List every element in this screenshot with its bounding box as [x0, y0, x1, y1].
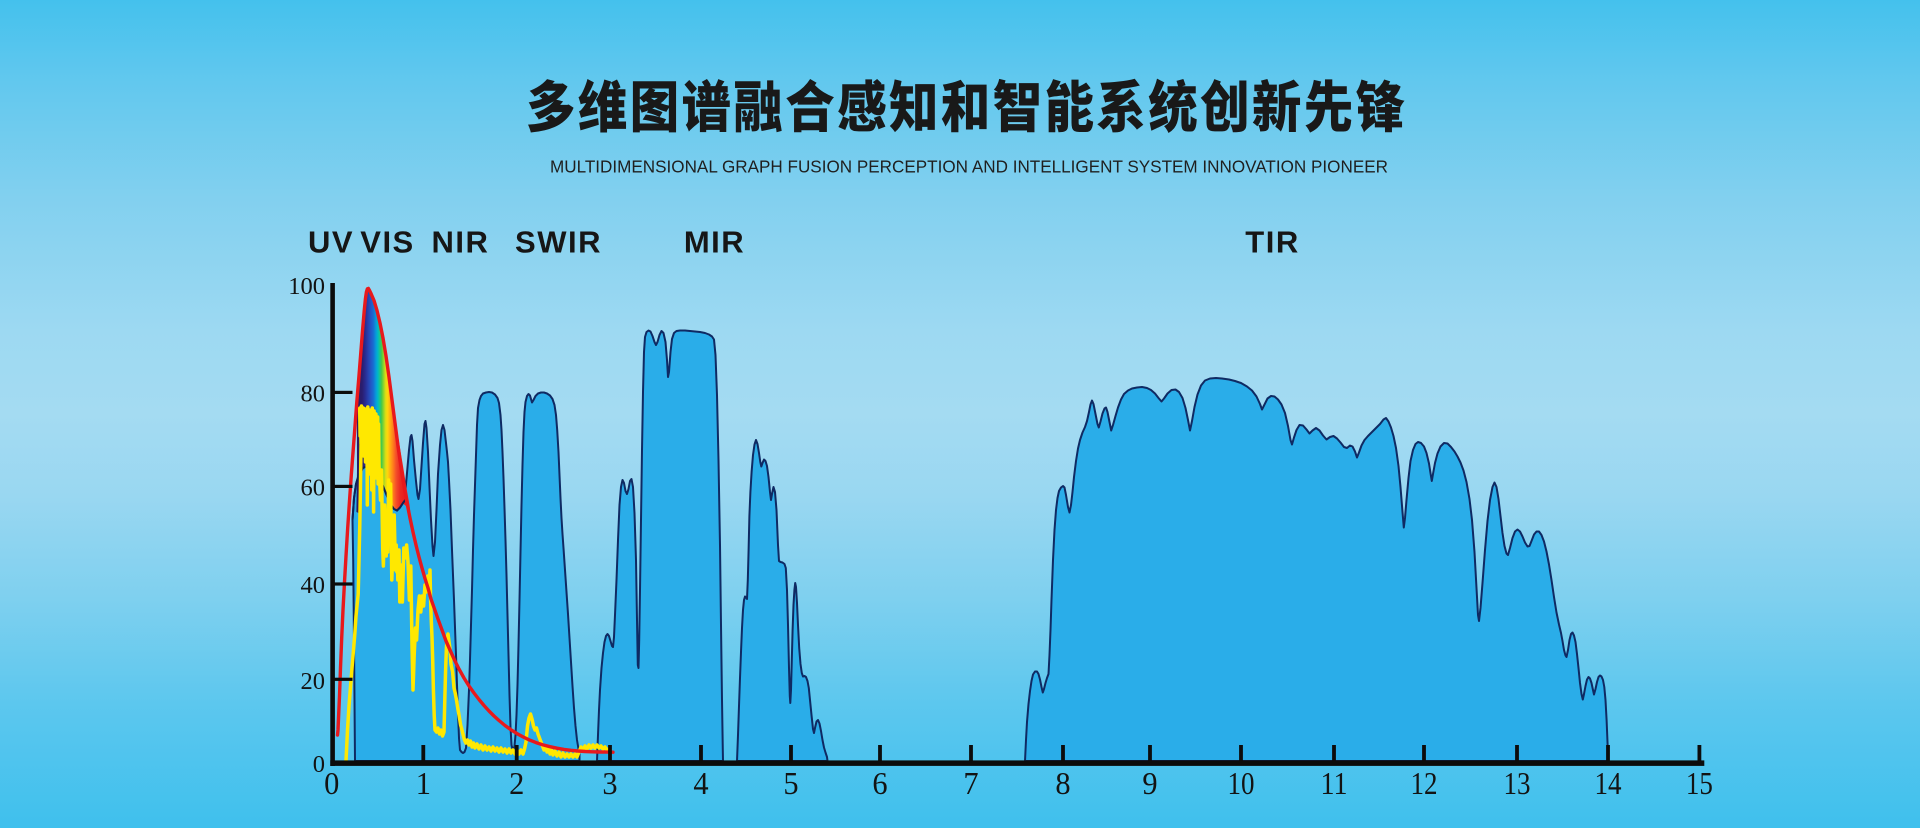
svg-text:4: 4 — [693, 765, 708, 801]
svg-text:20: 20 — [301, 668, 326, 695]
svg-text:0: 0 — [324, 765, 339, 801]
svg-text:5: 5 — [783, 765, 798, 801]
svg-text:11: 11 — [1321, 765, 1348, 801]
svg-text:8: 8 — [1055, 765, 1070, 801]
svg-text:9: 9 — [1142, 765, 1157, 801]
svg-text:6: 6 — [872, 765, 887, 801]
svg-text:12: 12 — [1411, 765, 1438, 801]
svg-text:80: 80 — [301, 381, 326, 408]
svg-text:UV: UV — [308, 225, 354, 260]
svg-text:MIR: MIR — [684, 225, 745, 260]
svg-text:VIS: VIS — [360, 225, 414, 260]
svg-text:14: 14 — [1595, 765, 1622, 801]
svg-text:13: 13 — [1504, 765, 1531, 801]
svg-text:100: 100 — [288, 273, 325, 300]
svg-text:NIR: NIR — [432, 225, 490, 260]
svg-text:1: 1 — [416, 765, 431, 801]
svg-text:3: 3 — [602, 765, 617, 801]
svg-text:MULTIDIMENSIONAL GRAPH FUSION: MULTIDIMENSIONAL GRAPH FUSION PERCEPTION… — [550, 157, 1388, 177]
svg-text:TIR: TIR — [1245, 225, 1299, 260]
svg-text:SWIR: SWIR — [515, 225, 602, 260]
svg-text:0: 0 — [313, 751, 325, 778]
svg-text:10: 10 — [1228, 765, 1255, 801]
svg-text:7: 7 — [963, 765, 978, 801]
svg-text:40: 40 — [301, 572, 326, 599]
svg-text:2: 2 — [509, 765, 524, 801]
svg-text:60: 60 — [301, 474, 326, 501]
svg-text:15: 15 — [1686, 765, 1713, 801]
